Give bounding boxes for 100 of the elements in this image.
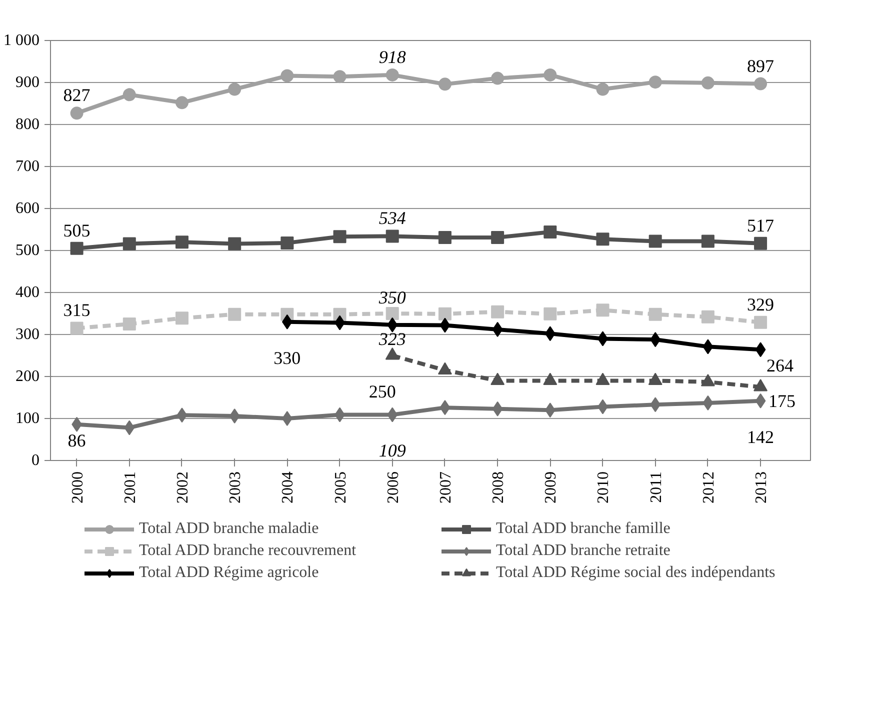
point [492,322,503,337]
point [124,420,135,436]
point [387,317,398,332]
point [544,68,557,82]
point [544,326,556,342]
point [596,82,610,96]
point [702,395,714,410]
point [176,408,188,423]
data-label: 897 [747,56,774,76]
y-tick-label: 0 [32,452,40,469]
point [122,237,136,250]
y-tick-label: 100 [16,410,40,427]
point [122,88,136,102]
data-label: 350 [378,288,406,308]
x-tick-label: 2004 [280,472,297,504]
point [648,234,662,248]
point [333,230,346,244]
x-tick-label: 2007 [437,472,454,504]
point [755,342,766,358]
point [755,393,766,408]
x-tick-label: 2002 [174,472,192,504]
point [387,407,398,422]
point [491,305,504,318]
point [596,304,610,317]
point [333,70,346,84]
point [544,226,557,239]
point [648,308,662,321]
point [228,308,242,321]
x-tick-label: 2005 [332,472,350,504]
point [175,96,188,110]
data-label: 827 [63,85,90,106]
x-tick-label: 2009 [542,472,560,504]
point [754,236,768,250]
point [701,76,714,90]
point [70,106,84,120]
y-tick-label: 500 [16,242,40,259]
data-label: 330 [274,348,301,368]
data-label: 250 [368,382,396,402]
point [280,69,294,82]
point [701,310,714,324]
y-tick-label: 300 [16,326,40,343]
point [440,400,450,416]
point [386,307,399,320]
legend-label: Total ADD branche famille [496,520,672,538]
point [650,332,661,348]
data-label: 323 [378,328,406,349]
y-tick-label: 400 [16,284,40,301]
legend-label: Total ADD branche retraite [496,542,672,560]
x-tick-label: 2012 [700,472,718,504]
y-tick-label: 600 [16,200,40,217]
point [754,316,768,329]
point [544,307,557,320]
data-label: 142 [747,426,774,447]
x-tick-label: 2006 [384,472,402,504]
data-label: 109 [378,440,406,461]
data-label: 86 [68,430,86,450]
y-tick-label: 900 [16,74,40,91]
point [596,232,610,246]
point [122,318,136,330]
point [491,230,504,244]
point [282,411,292,426]
point [438,78,452,91]
data-label: 505 [63,220,90,240]
point [438,307,452,320]
data-label: 918 [378,46,406,67]
point [648,76,662,89]
x-tick-label: 2010 [595,472,612,504]
point [70,242,84,255]
x-tick-label: 2001 [122,472,139,504]
point [229,408,240,424]
point [228,237,242,250]
point [492,401,503,416]
data-label: 264 [766,356,794,376]
point [70,322,84,335]
legend-label: Total ADD Régime agricole [139,564,320,582]
point [650,397,661,412]
data-label: 329 [747,294,774,314]
point [386,68,399,82]
legend-label: Total ADD Régime social des indépendants [496,564,776,582]
data-label: 534 [378,208,406,228]
data-label: 315 [63,300,90,320]
legend-label: Total ADD branche maladie [139,520,320,538]
point [175,236,188,249]
point [440,318,450,333]
point [438,230,452,244]
point [701,234,714,248]
y-tick-label: 200 [16,368,40,385]
x-tick-label: 2003 [227,472,244,504]
data-label: 517 [747,215,774,236]
x-tick-label: 2000 [69,472,86,504]
x-tick-label: 2013 [753,472,770,504]
point [175,312,188,325]
point [280,236,294,250]
x-tick-label: 2008 [490,472,508,504]
legend-label: Total ADD branche recouvrement [139,542,358,560]
point [702,339,714,354]
data-label: 175 [768,391,796,411]
point [491,72,504,85]
point [754,77,768,90]
point [386,230,399,243]
